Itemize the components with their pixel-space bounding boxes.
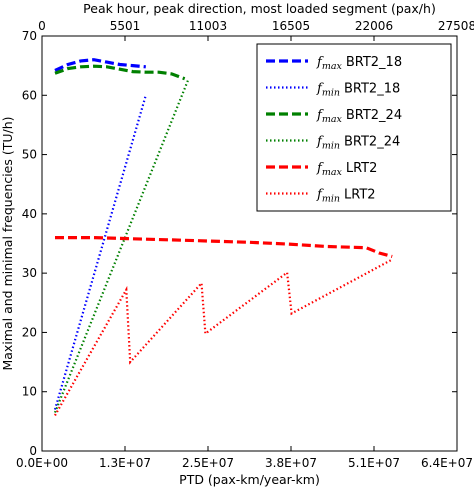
series-line-4 <box>55 236 393 259</box>
top-x-tick-label: 0 <box>38 19 46 33</box>
plot-area-frame <box>41 35 458 452</box>
series-line-2 <box>54 64 186 81</box>
top-x-tick-label: 22006 <box>355 19 393 33</box>
legend-entry: fmin BRT2_24 <box>316 135 400 152</box>
y-tick-label: 10 <box>22 385 37 399</box>
legend-entry: fmax LRT2 <box>316 161 377 178</box>
series-line-3 <box>53 80 189 413</box>
legend-entry: fmin BRT2_18 <box>316 82 400 99</box>
y-tick-label: 40 <box>22 207 37 221</box>
y-tick-label: 0 <box>29 444 37 458</box>
y-tick-label: 60 <box>22 88 37 102</box>
y-tick-label: 20 <box>22 325 37 339</box>
y-tick-label: 50 <box>22 148 37 162</box>
y-tick-label: 30 <box>22 266 37 280</box>
series-line-5 <box>54 258 393 416</box>
top-x-tick-label: 27508 <box>438 19 474 33</box>
top-x-tick-label: 16505 <box>272 19 310 33</box>
x-tick-label: 6.4E+07 <box>421 456 473 470</box>
x-axis-label: PTD (pax-km/year-km) <box>179 472 320 487</box>
legend-entry: fmax BRT2_24 <box>316 108 402 125</box>
legend-box <box>256 43 452 212</box>
x-tick-label: 1.3E+07 <box>99 456 151 470</box>
x-tick-label: 0.0E+00 <box>16 456 68 470</box>
legend: fmax BRT2_18 fmin BRT2_18 fmax BRT2_24 fmin BRT… <box>256 43 452 212</box>
series-layer <box>53 58 393 416</box>
x-tick-label: 2.5E+07 <box>182 456 234 470</box>
x-tick-label: 3.8E+07 <box>265 456 317 470</box>
y-tick-label: 70 <box>22 29 37 43</box>
top-x-tick-label: 5501 <box>110 19 141 33</box>
series-line-0 <box>54 58 146 72</box>
legend-entry: fmin LRT2 <box>316 188 376 205</box>
ticks-layer: 0.0E+00 1.3E+07 2.5E+07 3.8E+07 5.1E+07 6.4E+… <box>16 19 474 470</box>
top-x-axis-label: Peak hour, peak direction, most loaded s… <box>83 1 436 16</box>
x-tick-label: 5.1E+07 <box>348 456 400 470</box>
y-axis-label: Maximal and minimal frequencies (TU/h) <box>0 116 15 370</box>
series-line-1 <box>53 94 147 410</box>
top-x-tick-label: 11003 <box>189 19 227 33</box>
legend-entry: fmax BRT2_18 <box>316 55 402 72</box>
